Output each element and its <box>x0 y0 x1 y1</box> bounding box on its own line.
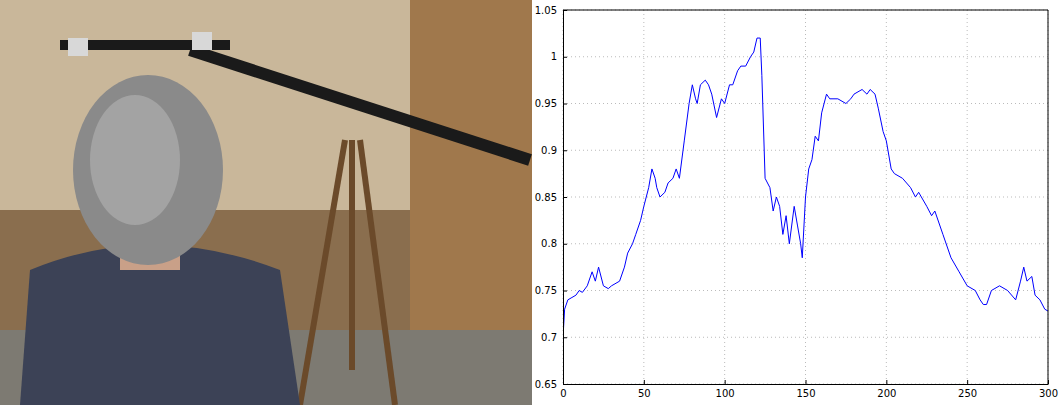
frame-right <box>1048 10 1049 384</box>
grid <box>563 10 1048 384</box>
y-axis: 0.65 0.7 0.75 0.8 0.85 0.9 0.95 1 1.05 <box>535 5 567 390</box>
y-tick <box>563 197 567 198</box>
grid-line-y <box>563 56 1048 57</box>
photo-tripod-leg <box>300 140 345 405</box>
y-tick-label: 0.8 <box>541 238 557 249</box>
grid-line-y <box>563 243 1048 244</box>
tick: 0.85 <box>535 192 567 203</box>
x-tick-label: 150 <box>796 388 815 399</box>
x-tick-label: 200 <box>877 388 896 399</box>
x-tick-label: 50 <box>638 388 651 399</box>
plot-background <box>563 10 1048 384</box>
grid-line-x <box>1048 10 1049 384</box>
photo-head <box>73 75 223 265</box>
y-tick <box>563 57 567 58</box>
y-tick-label: 0.9 <box>541 145 557 156</box>
grid-line-x <box>724 10 725 384</box>
grid-line-y <box>563 103 1048 104</box>
tick: 0.9 <box>541 145 567 156</box>
photo <box>0 0 532 405</box>
x-tick <box>886 380 887 384</box>
photo-camera <box>68 38 88 56</box>
tick: 0.8 <box>541 238 567 249</box>
x-tick <box>644 380 645 384</box>
tick: 0.7 <box>541 332 567 343</box>
tick: 1 <box>551 51 567 62</box>
canvas: 0501001502002503000.650.70.750.80.850.90… <box>0 0 1064 405</box>
grid-line-x <box>886 10 887 384</box>
data-line <box>563 38 1048 337</box>
tick: 0.65 <box>535 379 567 390</box>
photo-tripod-leg <box>360 140 395 405</box>
y-tick-label: 0.75 <box>535 285 557 296</box>
tick: 50 <box>638 380 651 399</box>
x-tick <box>806 380 807 384</box>
y-tick <box>563 150 567 151</box>
grid-line-y <box>563 10 1048 11</box>
y-tick-label: 0.65 <box>535 379 557 390</box>
x-tick-label: 300 <box>1039 388 1058 399</box>
y-tick <box>563 337 567 338</box>
tick: 100 <box>716 380 735 399</box>
axis-line <box>564 384 1049 385</box>
y-tick <box>563 291 567 292</box>
y-tick-label: 1 <box>551 51 557 62</box>
x-tick <box>725 380 726 384</box>
tick: 200 <box>877 380 896 399</box>
tick: 1.05 <box>535 5 567 16</box>
x-tick-label: 0 <box>560 388 566 399</box>
photo-head-shade <box>90 95 180 225</box>
photo-camera <box>192 32 212 50</box>
tick: 0.95 <box>535 98 567 109</box>
y-tick-label: 0.7 <box>541 332 557 343</box>
y-tick-label: 0.95 <box>535 98 557 109</box>
x-tick-label: 100 <box>716 388 735 399</box>
frame-top <box>563 10 1048 11</box>
y-tick <box>563 244 567 245</box>
x-tick-label: 250 <box>958 388 977 399</box>
tick: 250 <box>958 380 977 399</box>
y-tick <box>563 384 567 385</box>
grid-line-y <box>563 337 1048 338</box>
tick: 150 <box>796 380 815 399</box>
x-axis: 0 50 100 150 200 250 300 <box>560 380 1058 399</box>
photo-background <box>0 0 532 405</box>
grid-line-y <box>563 150 1048 151</box>
y-tick <box>563 104 567 105</box>
plot-area <box>563 38 1048 337</box>
x-tick <box>967 380 968 384</box>
photo-tripod-leg <box>349 140 355 370</box>
y-tick-label: 1.05 <box>535 5 557 16</box>
tick: 0.75 <box>535 285 567 296</box>
y-tick-label: 0.85 <box>535 192 557 203</box>
